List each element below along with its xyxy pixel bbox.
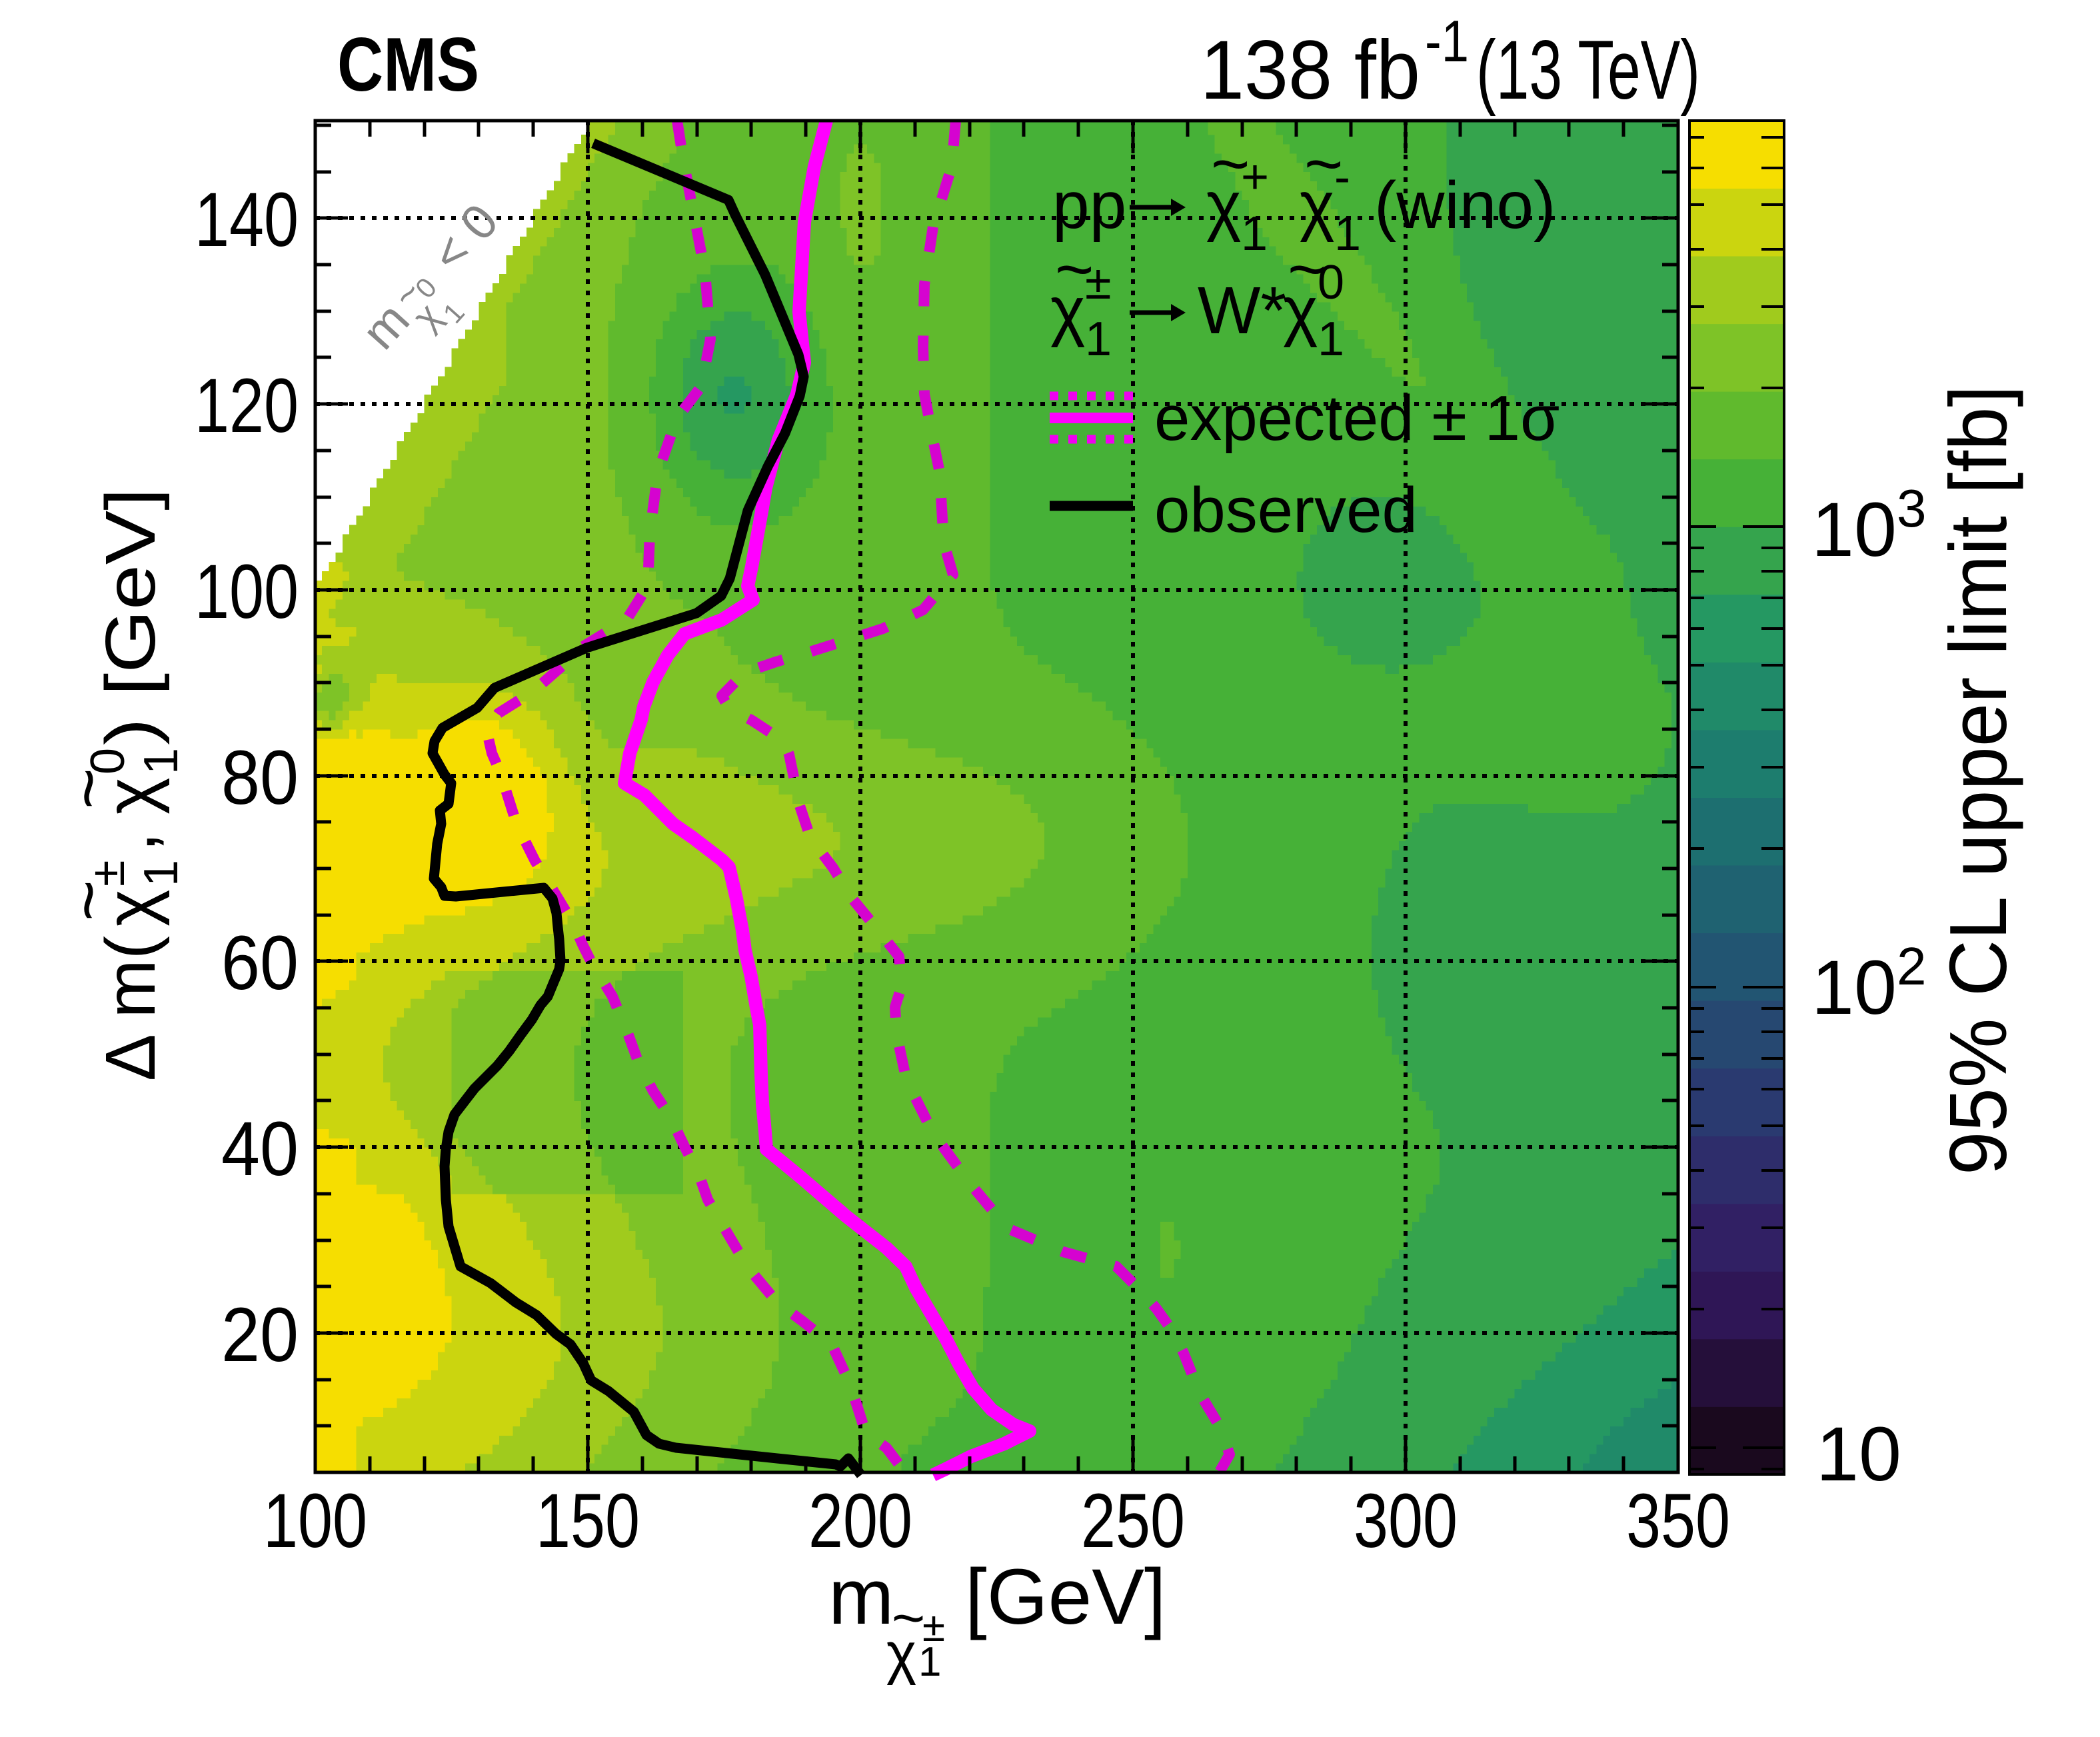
- svg-text:+: +: [1241, 151, 1269, 204]
- svg-text:100: 100: [195, 549, 299, 635]
- svg-text:) [GeV]: ) [GeV]: [91, 488, 170, 745]
- svg-text:~: ~: [49, 768, 127, 809]
- svg-text:10: 10: [1811, 487, 1897, 573]
- svg-text:±: ±: [81, 860, 135, 886]
- svg-text:1: 1: [1334, 207, 1361, 261]
- svg-text:1: 1: [135, 860, 188, 886]
- svg-text:10: 10: [1811, 945, 1897, 1030]
- svg-text:-: -: [1334, 151, 1350, 204]
- svg-text:40: 40: [221, 1106, 299, 1192]
- svg-text:120: 120: [195, 363, 299, 449]
- svg-text:10: 10: [1816, 1412, 1901, 1497]
- svg-text:χ: χ: [91, 889, 170, 926]
- svg-text:[GeV]: [GeV]: [965, 1553, 1166, 1641]
- svg-text:~: ~: [1304, 127, 1343, 201]
- svg-text:100: 100: [263, 1478, 367, 1564]
- svg-text:χ: χ: [1300, 168, 1335, 243]
- svg-text:(13 TeV): (13 TeV): [1476, 24, 1700, 117]
- svg-text:~: ~: [892, 1586, 925, 1650]
- svg-text:W*: W*: [1198, 273, 1286, 348]
- svg-text:χ: χ: [1206, 168, 1242, 243]
- svg-text:60: 60: [221, 920, 299, 1006]
- svg-text:80: 80: [221, 735, 299, 821]
- svg-text:3: 3: [1897, 479, 1927, 538]
- svg-text:Δ m(: Δ m(: [91, 936, 170, 1081]
- svg-text:~: ~: [49, 880, 127, 921]
- svg-text:20: 20: [221, 1292, 299, 1378]
- svg-text:1: 1: [135, 748, 188, 775]
- svg-text:0: 0: [81, 748, 135, 775]
- svg-text:~: ~: [1211, 127, 1250, 201]
- svg-text:1: 1: [1318, 313, 1344, 366]
- svg-text:250: 250: [1081, 1478, 1185, 1564]
- svg-text:expected ± 1σ: expected ± 1σ: [1154, 383, 1560, 454]
- svg-text:350: 350: [1626, 1478, 1730, 1564]
- svg-text:1: 1: [1085, 313, 1112, 366]
- svg-text:150: 150: [536, 1478, 640, 1564]
- svg-text:χ: χ: [1050, 273, 1086, 348]
- svg-text:χ: χ: [1283, 273, 1318, 348]
- svg-text:140: 140: [195, 177, 299, 263]
- svg-text:~: ~: [1055, 232, 1094, 307]
- svg-text:χ: χ: [91, 777, 170, 815]
- svg-text:±: ±: [1085, 256, 1112, 309]
- svg-text:2: 2: [1897, 936, 1927, 996]
- svg-text:m: m: [828, 1553, 894, 1641]
- svg-text:CMS: CMS: [337, 23, 479, 107]
- svg-text:~: ~: [1288, 232, 1326, 307]
- svg-text:138 fb: 138 fb: [1200, 24, 1420, 117]
- svg-text:1: 1: [1241, 207, 1268, 261]
- svg-text:±: ±: [922, 1604, 945, 1650]
- svg-text:200: 200: [808, 1478, 912, 1564]
- svg-text:(wino): (wino): [1374, 168, 1556, 243]
- svg-text:-1: -1: [1425, 8, 1469, 74]
- svg-text:95% CL upper limit [fb]: 95% CL upper limit [fb]: [1933, 385, 2023, 1175]
- svg-text:χ: χ: [886, 1622, 916, 1686]
- svg-text:1: 1: [918, 1639, 941, 1685]
- svg-text:observed: observed: [1154, 475, 1418, 546]
- svg-text:0: 0: [1318, 256, 1344, 309]
- svg-text:,: ,: [91, 833, 170, 852]
- svg-text:300: 300: [1354, 1478, 1458, 1564]
- svg-text:pp: pp: [1052, 168, 1126, 243]
